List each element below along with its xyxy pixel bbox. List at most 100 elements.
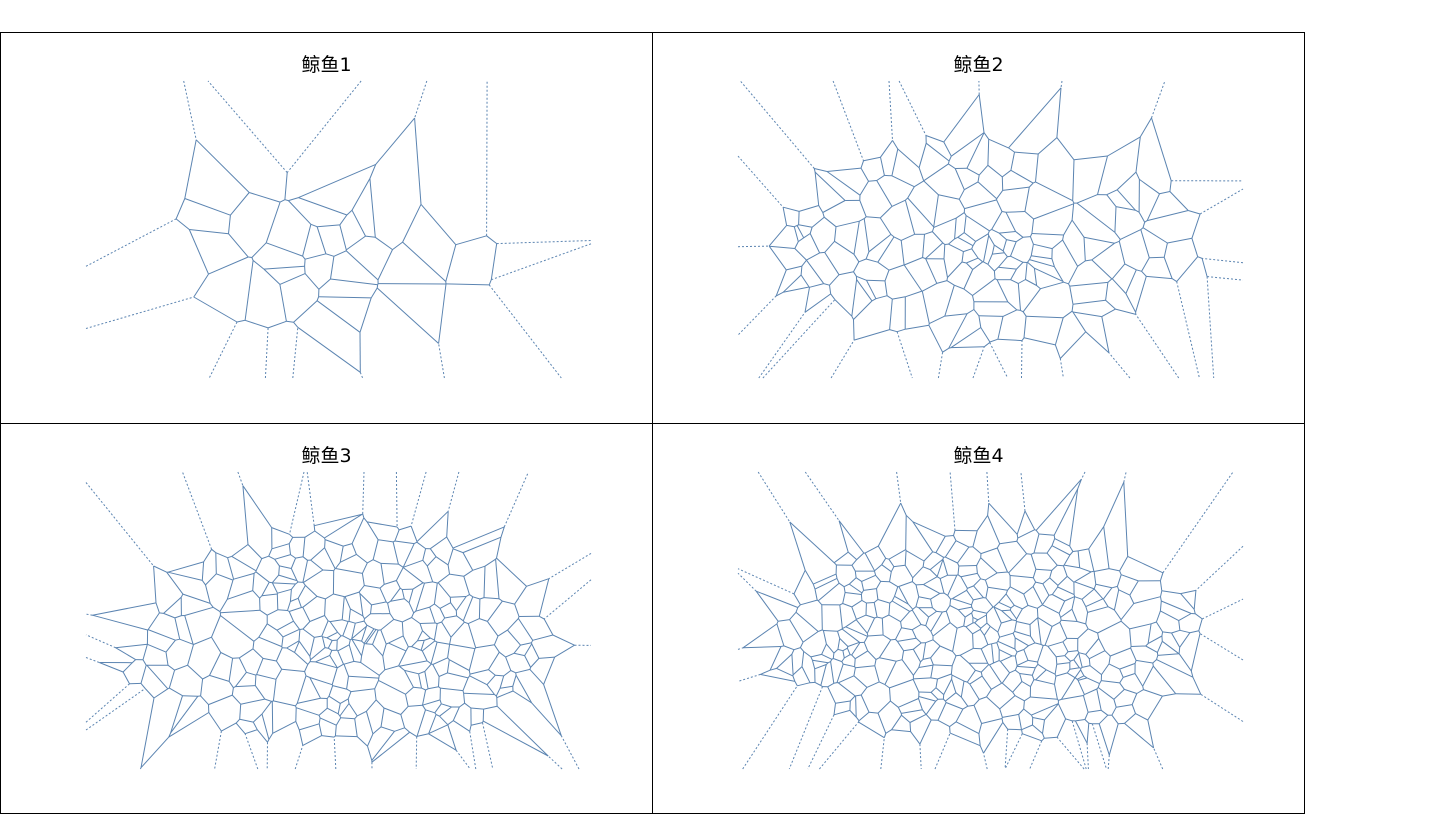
voronoi-ridge (1097, 687, 1115, 700)
voronoi-ridge (302, 560, 308, 583)
voronoi-ridge (900, 240, 905, 265)
voronoi-ridge (437, 641, 450, 645)
voronoi-ridge (418, 673, 422, 689)
voronoi-ridge (884, 269, 890, 282)
voronoi-ridge (462, 536, 502, 554)
voronoi-ridge (1016, 261, 1024, 270)
voronoi-ridge (933, 194, 939, 227)
voronoi-ridge (322, 636, 328, 639)
voronoi-ridge (942, 559, 949, 576)
voronoi-ridge (889, 571, 892, 582)
voronoi-ridge-infinite (496, 240, 592, 245)
voronoi-ridge (329, 621, 339, 633)
voronoi-ridge (227, 555, 232, 559)
voronoi-ridge (318, 707, 328, 716)
voronoi-ridge (266, 623, 278, 631)
voronoi-ridge (445, 244, 457, 282)
voronoi-ridge (1010, 241, 1017, 257)
voronoi-ridge (402, 567, 424, 584)
voronoi-ridge (912, 679, 920, 693)
voronoi-ridge (180, 593, 184, 598)
voronoi-ridge (309, 677, 333, 686)
voronoi-ridge (430, 641, 438, 664)
voronoi-ridge (1023, 586, 1034, 595)
voronoi-ridge (499, 675, 505, 689)
voronoi-ridge (309, 677, 321, 699)
voronoi-ridge (1034, 267, 1064, 282)
voronoi-ridge (1034, 529, 1037, 531)
voronoi-ridge (1114, 240, 1120, 244)
voronoi-ridge (945, 611, 951, 623)
voronoi-ridge (1019, 673, 1023, 682)
voronoi-ridge (393, 618, 403, 623)
voronoi-ridge (922, 257, 926, 260)
voronoi-ridge (903, 648, 914, 652)
voronoi-ridge (877, 261, 890, 271)
voronoi-ridge (389, 613, 395, 620)
voronoi-ridge (1054, 317, 1064, 346)
voronoi-ridge (1022, 604, 1029, 610)
voronoi-ridge (1058, 613, 1062, 618)
voronoi-ridge (324, 547, 336, 569)
voronoi-ridge (1014, 655, 1018, 666)
voronoi-ridge (304, 671, 307, 676)
voronoi-ridge (964, 181, 979, 191)
voronoi-ridge (959, 647, 974, 656)
voronoi-ridge (884, 280, 888, 296)
voronoi-ridge (1016, 510, 1026, 535)
voronoi-ridge (912, 667, 920, 676)
voronoi-ridge (963, 232, 976, 242)
voronoi-ridge (467, 675, 471, 679)
voronoi-ridge (452, 526, 505, 549)
voronoi-ridge (359, 593, 372, 606)
voronoi-ridge (495, 559, 500, 599)
voronoi-ridge (944, 313, 968, 317)
voronoi-ridge (1008, 572, 1011, 576)
voronoi-ridge-infinite (395, 471, 398, 528)
voronoi-ridge (1028, 642, 1036, 647)
voronoi-ridge (361, 562, 368, 574)
voronoi-ridge (1103, 587, 1113, 600)
voronoi-ridge (272, 679, 277, 701)
voronoi-ridge (1002, 250, 1005, 254)
voronoi-ridge (1047, 645, 1057, 658)
voronoi-ridge (1111, 706, 1117, 716)
voronoi-ridge (434, 640, 438, 643)
voronoi-ridge (297, 585, 306, 599)
voronoi-ridge (988, 502, 1018, 535)
voronoi-ridge-infinite (1195, 545, 1244, 591)
voronoi-ridge (1051, 564, 1058, 571)
voronoi-ridge (1069, 551, 1074, 556)
voronoi-ridge (351, 517, 365, 544)
voronoi-ridge (304, 259, 306, 267)
voronoi-ridge (891, 714, 902, 730)
voronoi-ridge (888, 558, 895, 567)
voronoi-ridge (261, 555, 269, 560)
voronoi-ridge (889, 687, 891, 702)
voronoi-ridge (1016, 540, 1027, 555)
voronoi-ridge (439, 602, 451, 609)
voronoi-ridge (1071, 219, 1085, 238)
voronoi-ridge (776, 620, 779, 625)
voronoi-ridge-infinite (1151, 80, 1166, 119)
voronoi-ridge-infinite (1081, 471, 1086, 480)
voronoi-ridge (147, 643, 167, 653)
voronoi-ridge (930, 645, 941, 659)
voronoi-ridge (1131, 693, 1138, 705)
voronoi-ridge (261, 581, 270, 596)
voronoi-ridge (931, 227, 935, 232)
voronoi-ridge (526, 578, 549, 587)
voronoi-ridge (328, 695, 341, 704)
voronoi-ridge (1096, 688, 1102, 711)
voronoi-ridge (1054, 538, 1070, 547)
voronoi-ridge (415, 582, 425, 612)
voronoi-ridge (1077, 677, 1088, 681)
voronoi-ridge (208, 256, 249, 275)
voronoi-ridge-infinite (207, 80, 288, 173)
voronoi-ridge (1119, 662, 1136, 670)
voronoi-ridge (1001, 610, 1013, 621)
voronoi-ridge (977, 175, 980, 182)
voronoi-ridge (1171, 632, 1181, 648)
voronoi-ridge (1076, 194, 1098, 204)
voronoi-ridge (422, 689, 427, 706)
